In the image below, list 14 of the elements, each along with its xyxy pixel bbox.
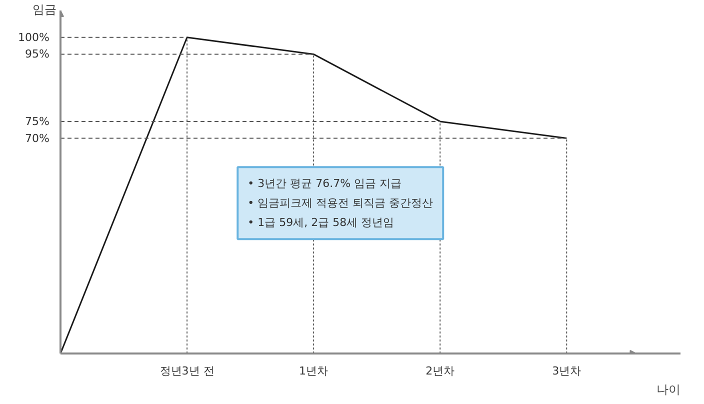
x-tick-label: 정년3년 전 (160, 364, 214, 378)
annotation: • 임금피크제 적용전 퇴직금 중간정산 (248, 196, 434, 210)
y-tick-label: 70% (25, 132, 50, 145)
x-tick-label: 2년차 (426, 364, 455, 378)
x-tick-label: 1년차 (299, 364, 328, 378)
annotation: • 1급 59세, 2급 58세 정년임 (248, 216, 394, 230)
x-tick-label: 3년차 (552, 364, 582, 378)
x-axis-title: 나이 (656, 382, 680, 396)
y-tick-label: 95% (25, 48, 50, 61)
y-tick-label: 100% (18, 30, 50, 44)
line-series (60, 36, 568, 354)
y-tick-label: 75% (25, 114, 50, 128)
y-axis-title: 임금 (32, 2, 56, 16)
annotation: • 3년간 평균 76.7% 임금 지급 (248, 177, 402, 190)
